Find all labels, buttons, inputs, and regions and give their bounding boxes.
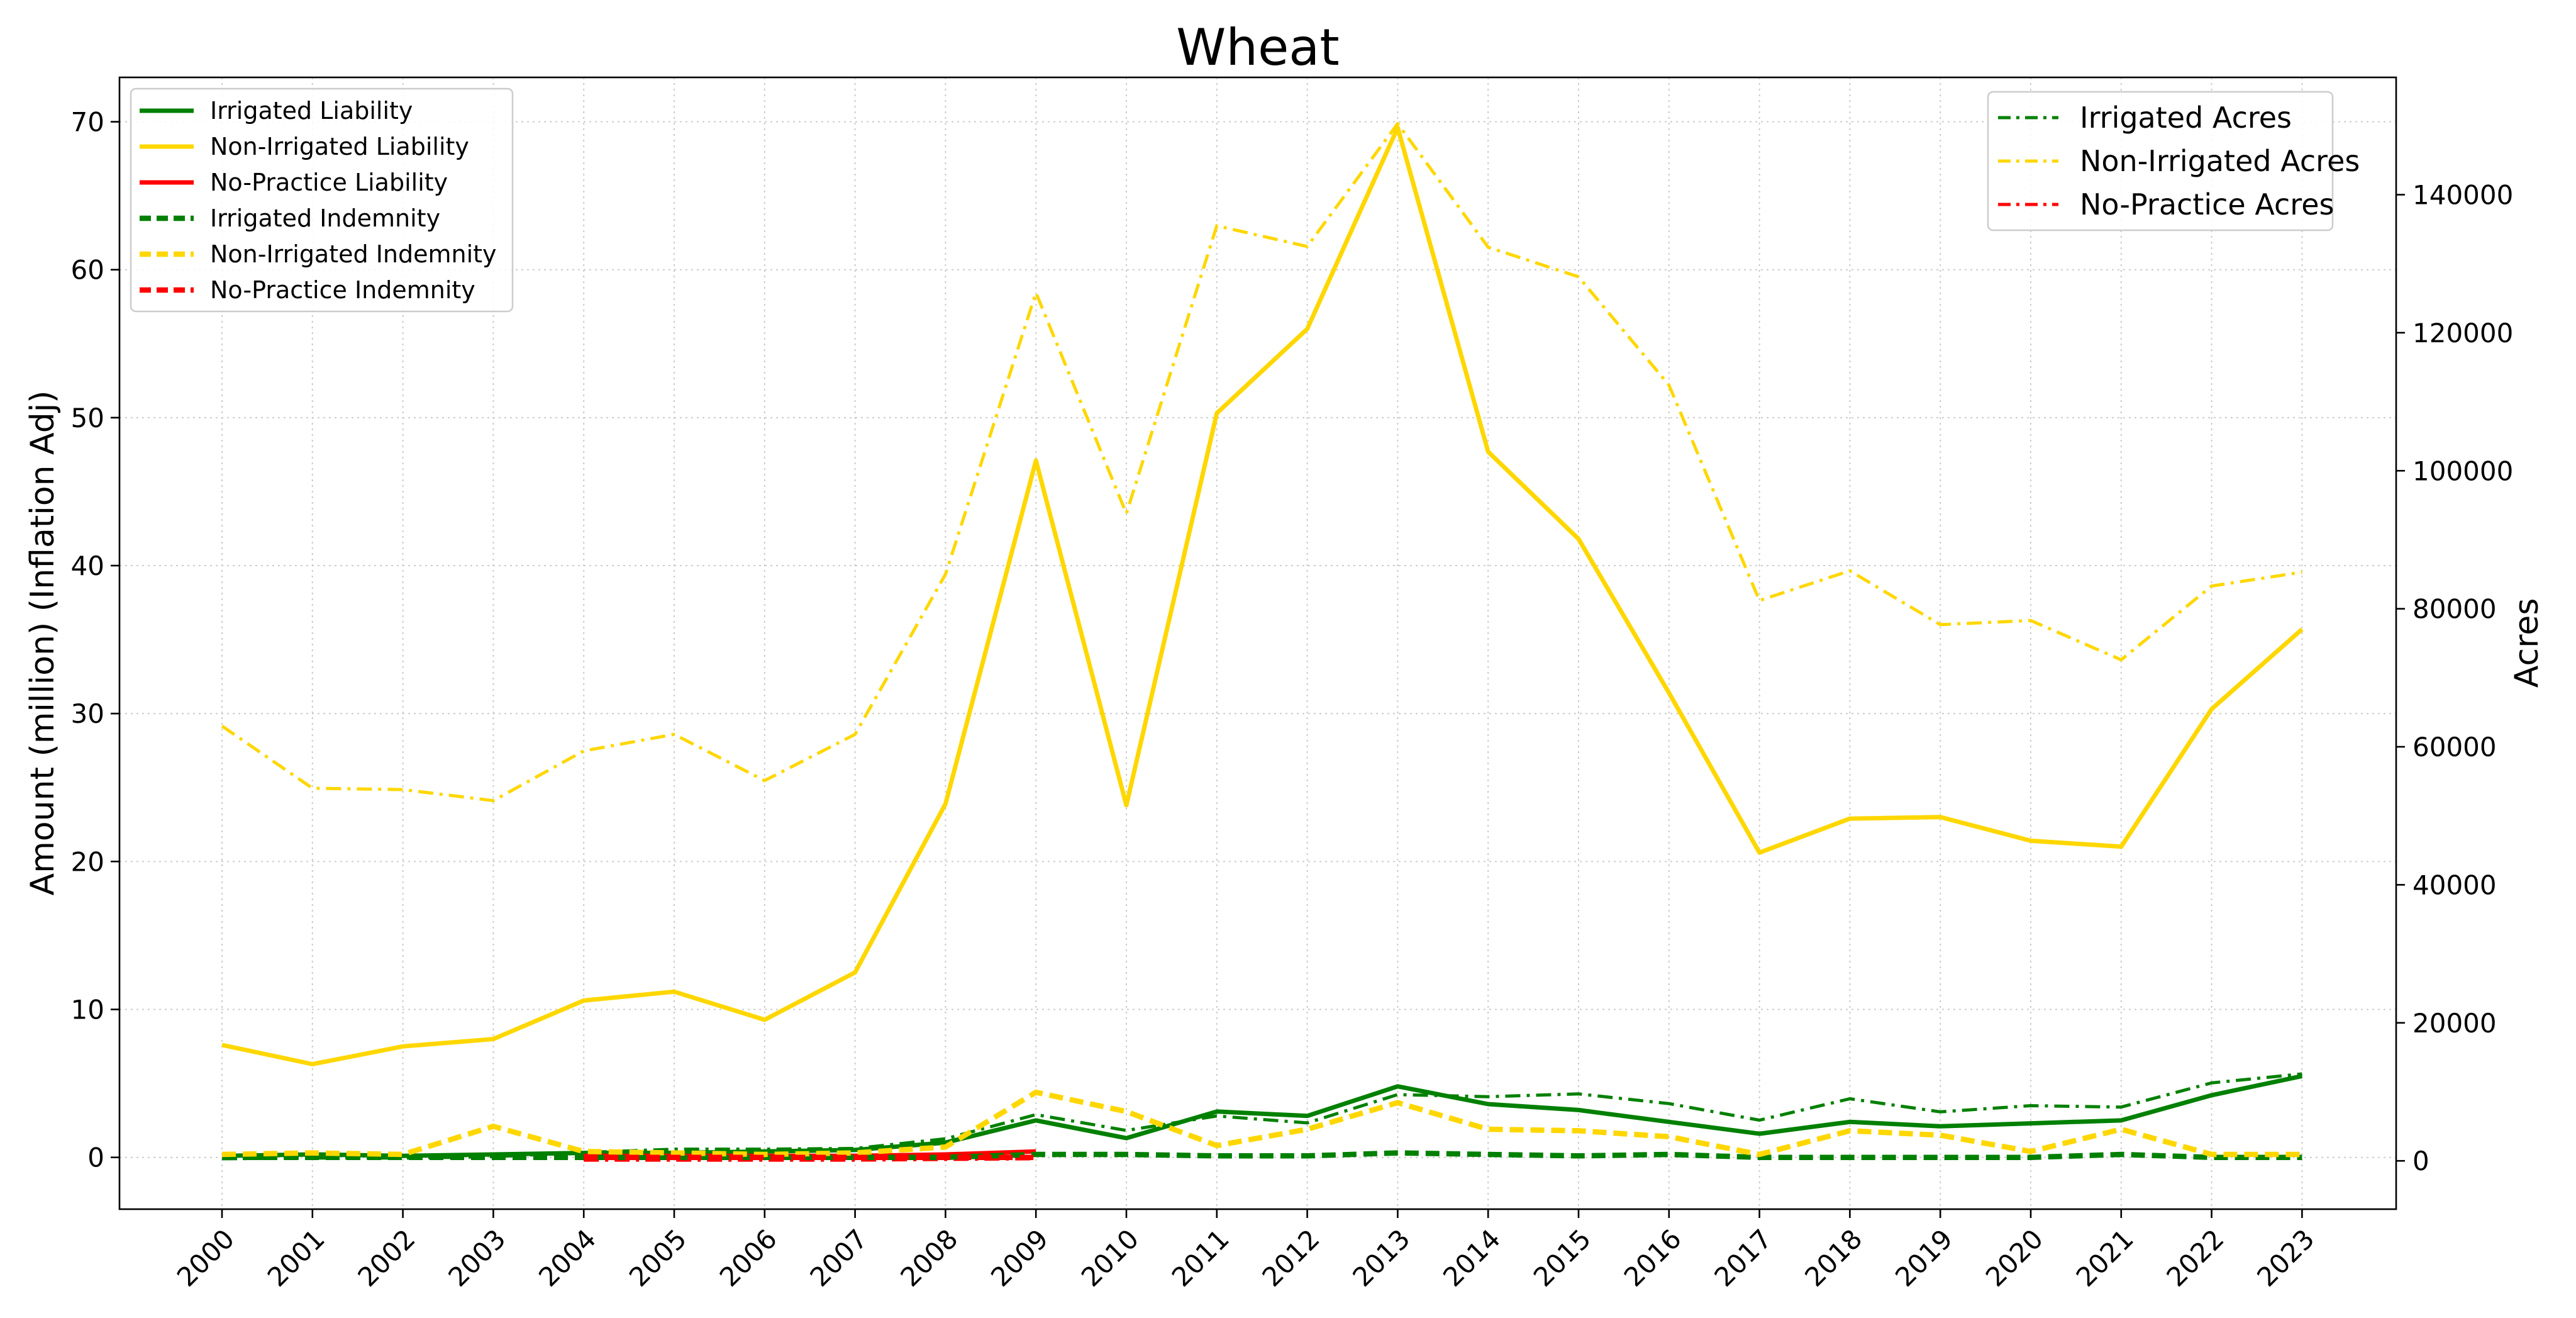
x-tick-label: 2010: [1075, 1223, 1145, 1292]
y-axis-right: 0 20000 40000 60000 80000 100000 120000 140000: [2396, 179, 2513, 1176]
legend-label-non-irrigated-liability: Non-Irrigated Liability: [210, 133, 469, 160]
series-layer: [221, 122, 2304, 1162]
x-tick-label: 2005: [623, 1223, 692, 1292]
x-tick-label: 2017: [1708, 1223, 1777, 1292]
y-tick-label: 30: [71, 698, 104, 729]
x-tick-label: 2012: [1256, 1223, 1325, 1292]
y2-axis-title: Acres: [2508, 598, 2546, 688]
legend-label-irrigated-acres: Irrigated Acres: [2080, 101, 2292, 135]
x-axis: 2000 2001 2002 2003 2004 2005 2006 2007 2008 2009…: [171, 1209, 2320, 1293]
y2-tick-label: 0: [2412, 1146, 2429, 1176]
y2-tick-label: 140000: [2412, 179, 2513, 210]
x-tick-label: 2018: [1799, 1223, 1868, 1292]
x-tick-label: 2023: [2251, 1223, 2320, 1292]
y-tick-label: 50: [71, 403, 104, 433]
x-tick-label: 2000: [171, 1223, 240, 1292]
series-line-irrigated-indemnity: [222, 1150, 2302, 1160]
legend-label-no-practice-indemnity: No-Practice Indemnity: [210, 276, 475, 304]
y-tick-label: 70: [71, 107, 104, 138]
series-line-non-irrigated-liability: [221, 125, 2304, 1066]
legend-acres: Irrigated Acres Non-Irrigated Acres No-Pra…: [1987, 91, 2360, 232]
x-tick-label: 2014: [1437, 1223, 1506, 1292]
series-line-irrigated-liability: [221, 1073, 2303, 1158]
series-line-non-irrigated-acres: [221, 122, 2302, 803]
series-line-non-irrigated-indemnity: [221, 1089, 2302, 1158]
x-tick-label: 2019: [1889, 1223, 1958, 1292]
y-axis-title: Amount (million) (Inflation Adj): [24, 391, 62, 896]
x-tick-label: 2021: [2070, 1223, 2140, 1292]
x-tick-label: 2004: [533, 1223, 602, 1292]
legend-label-no-practice-acres: No-Practice Acres: [2080, 187, 2334, 221]
y-tick-label: 20: [71, 846, 104, 877]
y2-tick-label: 20000: [2412, 1008, 2497, 1039]
x-tick-label: 2009: [985, 1223, 1054, 1292]
y2-tick-label: 120000: [2412, 318, 2513, 349]
y-tick-label: 40: [71, 550, 104, 581]
x-tick-label: 2022: [2160, 1223, 2229, 1292]
legend-label-no-practice-liability: No-Practice Liability: [210, 169, 448, 196]
x-tick-label: 2015: [1528, 1223, 1597, 1292]
grid: [119, 77, 2396, 1209]
x-tick-label: 2001: [262, 1223, 331, 1292]
y-tick-label: 10: [71, 995, 104, 1025]
y-tick-label: 0: [87, 1142, 104, 1173]
legend-box: [1987, 91, 2334, 232]
legend-label-irrigated-liability: Irrigated Liability: [210, 97, 413, 125]
y2-tick-label: 40000: [2412, 869, 2497, 900]
y-axis-left: 0 10 20 30 40 50 60 70: [71, 107, 119, 1173]
legend-liability-indemnity: Irrigated Liability Non-Irrigated Liabili…: [130, 87, 514, 313]
x-tick-label: 2020: [1980, 1223, 2049, 1292]
x-tick-label: 2003: [442, 1223, 511, 1292]
legend-box: [130, 87, 514, 313]
x-tick-label: 2016: [1618, 1223, 1687, 1292]
y-tick-label: 60: [71, 255, 104, 286]
x-tick-label: 2007: [804, 1223, 873, 1292]
x-tick-label: 2008: [894, 1223, 963, 1292]
legend-label-irrigated-indemnity: Irrigated Indemnity: [210, 204, 440, 232]
y2-tick-label: 60000: [2412, 732, 2497, 762]
chart-title: Wheat: [1176, 18, 1339, 77]
legend-label-non-irrigated-indemnity: Non-Irrigated Indemnity: [210, 240, 497, 268]
x-tick-label: 2011: [1166, 1223, 1235, 1292]
plot-frame: [118, 76, 2397, 1210]
x-tick-label: 2013: [1346, 1223, 1416, 1292]
legend-label-non-irrigated-acres: Non-Irrigated Acres: [2080, 144, 2360, 178]
y2-tick-label: 100000: [2412, 455, 2513, 486]
x-tick-label: 2006: [714, 1223, 783, 1292]
x-tick-label: 2002: [352, 1223, 421, 1292]
y2-tick-label: 80000: [2412, 594, 2497, 625]
